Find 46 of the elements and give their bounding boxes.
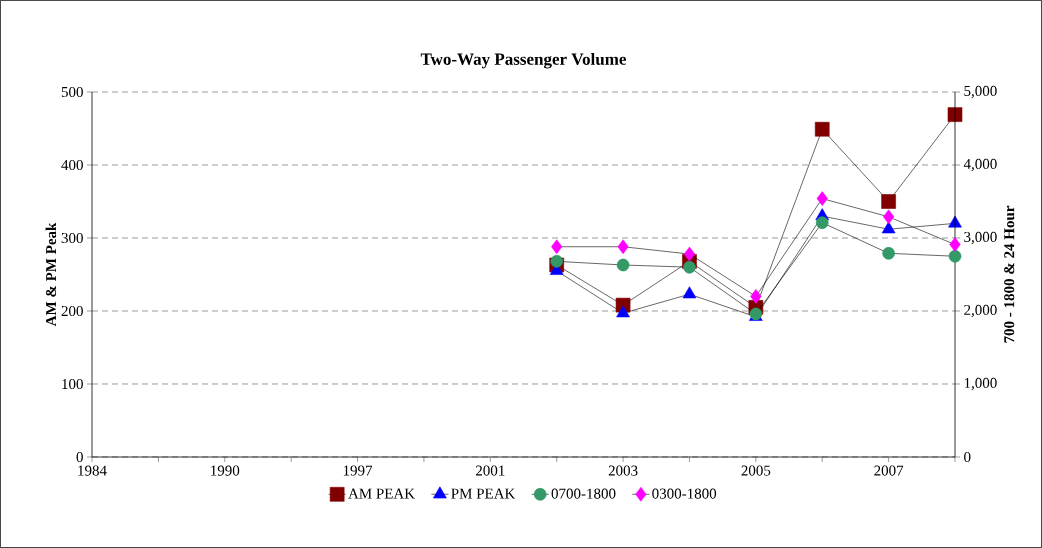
y-tick-label: 200	[61, 305, 83, 317]
chart-title: Two-Way Passenger Volume	[420, 52, 626, 69]
point	[814, 121, 830, 137]
point	[683, 246, 696, 262]
x-tick-label: 2007	[874, 465, 904, 476]
point	[616, 305, 630, 318]
y-axis-title: AM & PM Peak	[45, 222, 57, 327]
legend-label: 0300-1800	[652, 488, 717, 499]
y-tick-label: 400	[61, 159, 83, 171]
point	[882, 247, 895, 260]
point	[949, 237, 961, 252]
x-tick-label: 2005	[741, 465, 771, 476]
y2-axis-title: 700 - 1800 & 24 Hour	[1004, 205, 1015, 343]
point	[948, 215, 962, 228]
y2-tick-label: 2,000	[964, 304, 997, 318]
point	[683, 260, 696, 274]
point	[617, 239, 629, 255]
point	[881, 221, 896, 234]
x-tick-label: 2001	[475, 465, 505, 476]
point	[550, 255, 564, 268]
x-tick-label: 2003	[608, 465, 638, 476]
point	[948, 249, 962, 263]
point	[551, 239, 563, 255]
y-tick-label: 300	[61, 232, 83, 244]
x-tick-label: 1990	[211, 465, 240, 476]
legend-label: 0700-1800	[551, 488, 616, 499]
legend-label: AM PEAK	[348, 488, 415, 499]
x-tick-label: 1984	[78, 465, 107, 476]
point	[682, 286, 697, 299]
legend-label: PM PEAK	[451, 488, 516, 499]
y-tick-label: 500	[61, 86, 83, 98]
point	[947, 107, 963, 122]
point	[883, 209, 895, 225]
point	[815, 216, 829, 229]
x-tick-label: 1997	[343, 465, 373, 476]
y2-tick-label: 3,000	[964, 231, 997, 245]
y2-tick-label: 5,000	[964, 85, 997, 99]
y-tick-label: 0	[76, 451, 83, 463]
y2-tick-label: 4,000	[963, 158, 997, 172]
y2-tick-label: 1,000	[964, 377, 997, 391]
y-tick-label: 100	[62, 378, 83, 390]
point	[750, 289, 762, 304]
point	[816, 191, 828, 206]
point	[616, 258, 630, 272]
y2-tick-label: 0	[964, 451, 971, 463]
point	[881, 194, 896, 209]
